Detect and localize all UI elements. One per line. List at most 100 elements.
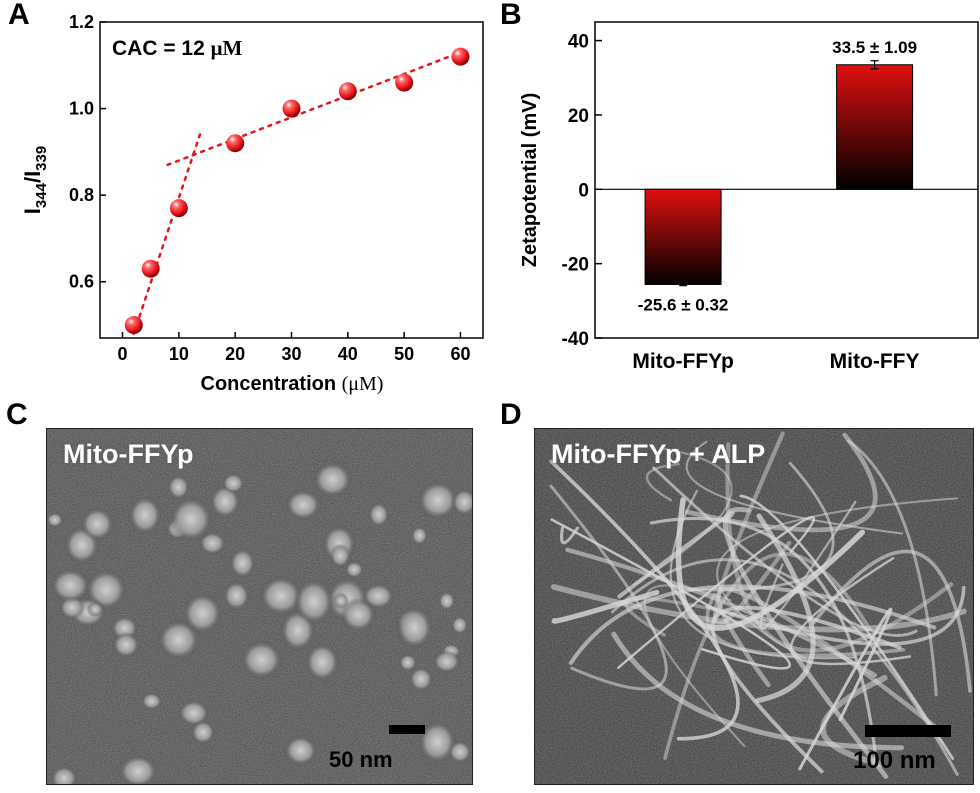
nanofiber (685, 440, 904, 535)
micelle-particle (293, 578, 334, 625)
micelle-particle (409, 666, 434, 692)
x-tick-label: 60 (450, 344, 470, 364)
micelle-particle (190, 720, 216, 745)
panel-letter-c: C (6, 398, 28, 431)
fit-line (166, 51, 462, 167)
scale-label: 50 nm (329, 747, 393, 772)
y-tick-label: 0.8 (69, 185, 94, 205)
micelle-particle (305, 642, 340, 682)
micelle-particle (157, 619, 201, 661)
nanofiber (549, 484, 668, 691)
tem-texture (47, 429, 472, 784)
micelle-particle (432, 650, 461, 674)
category-label: Mito-FFY (830, 350, 920, 373)
x-tick-label: 20 (225, 344, 245, 364)
micelle-particle (368, 502, 390, 528)
y-axis-label: Zetapotential (mV) (519, 93, 541, 267)
micelle-particle (329, 543, 351, 568)
y-tick-label: 40 (568, 32, 589, 53)
plot-frame (99, 21, 484, 339)
micelle-particle (141, 692, 163, 710)
tem-image-c: Mito-FFYp 50 nm (46, 428, 473, 785)
nanofiber (663, 552, 872, 761)
y-tick-label: -40 (562, 329, 589, 350)
data-point (395, 73, 414, 92)
data-point (226, 134, 245, 153)
y-axis-label: I344/I339 (20, 146, 50, 214)
bar (644, 188, 722, 285)
micelle-particle (312, 461, 353, 498)
cac-chart: 0 10 20 30 40 50 60 0.6 0.8 1.0 1.2 CAC = 12 μM Co… (20, 12, 484, 395)
micelle-particle (182, 592, 223, 635)
y-tick-label: 1.2 (69, 12, 94, 32)
micelle-particle (417, 720, 457, 764)
nanofiber (710, 605, 902, 774)
data-point (338, 82, 357, 101)
bar-value-label: 33.5 ± 1.09 (832, 38, 917, 57)
micelle-particle (285, 489, 322, 521)
data-point (282, 99, 301, 118)
micelle-particle (259, 575, 303, 617)
micelle-particle (50, 568, 91, 603)
nanofiber (645, 462, 680, 502)
micelle-particle (222, 472, 245, 494)
micelle-particle (398, 653, 417, 672)
sample-label: Mito-FFYp + ALP (551, 439, 766, 469)
micelle-particle (50, 765, 78, 784)
nanofiber (568, 584, 937, 665)
plot-frame (594, 21, 979, 339)
micelle-particle (451, 488, 472, 516)
scale-bar (865, 725, 951, 737)
micelle-particle (118, 754, 158, 784)
nanofiber (688, 461, 835, 592)
nanofiber (551, 589, 660, 624)
zeta-chart: -40 -20 0 20 40 -25.6 ± 0.32 Mito-FFYp 33.5 ± … (519, 21, 979, 373)
scale-bar (389, 725, 425, 734)
x-tick-label: 30 (281, 344, 301, 364)
micelle-particle (128, 495, 162, 535)
micelle-particle (167, 474, 190, 500)
bar (836, 64, 914, 190)
nanofiber (649, 517, 878, 763)
micelle-particle (112, 631, 140, 658)
panel-letter-a: A (8, 0, 30, 31)
micelle-particle (223, 580, 250, 611)
micelle-particle (417, 480, 459, 520)
nanofiber (847, 439, 938, 697)
x-axis-label: Concentration (μM) (201, 373, 384, 395)
micelle-particle (229, 547, 256, 579)
bar-value-label: -25.6 ± 0.32 (638, 295, 729, 314)
micelle-particle (240, 640, 283, 680)
data-point (141, 259, 160, 278)
x-tick-label: 10 (169, 344, 189, 364)
micelle-particle (178, 699, 210, 727)
nanofiber (739, 494, 955, 760)
micelle-particle (340, 597, 377, 632)
data-point (451, 47, 470, 66)
micelle-particle (283, 735, 318, 766)
micelle-particle (344, 560, 364, 579)
nanofiber (610, 558, 959, 776)
cac-annotation: CAC = 12 μM (112, 36, 243, 60)
category-label: Mito-FFYp (632, 350, 733, 373)
sample-label: Mito-FFYp (63, 439, 194, 469)
nanofiber (684, 432, 878, 533)
micelle-particle (410, 526, 428, 546)
nanofiber (632, 447, 733, 586)
tem-texture (535, 429, 973, 784)
nanofiber (798, 607, 893, 771)
micelle-particle (451, 615, 469, 635)
micelle-particle (80, 507, 115, 541)
nanofiber (755, 513, 816, 704)
micelle-particle (396, 605, 433, 650)
micelle-particle (198, 531, 227, 556)
panel-letter-d: D (500, 398, 522, 431)
data-point (169, 199, 188, 218)
micelle-particle (86, 601, 104, 617)
micelle-particle (332, 592, 350, 610)
micelle-particle (448, 740, 472, 764)
nanofiber (560, 526, 580, 545)
x-tick-label: 0 (118, 344, 128, 364)
nanofiber (611, 631, 905, 751)
nanofiber (812, 549, 972, 693)
